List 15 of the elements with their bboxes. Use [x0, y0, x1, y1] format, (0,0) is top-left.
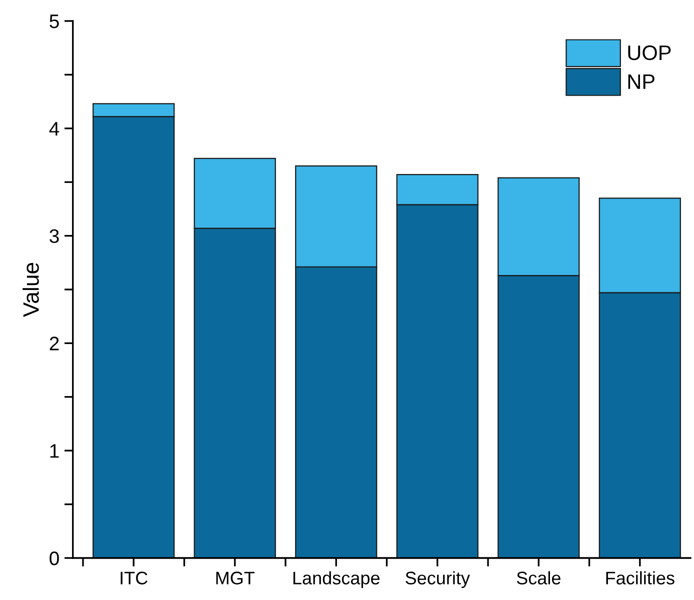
x-tick-label: Facilities: [606, 571, 674, 584]
x-tick-label: Security: [406, 571, 470, 588]
y-axis-title: Value: [22, 262, 39, 317]
y-tick-label: 5: [50, 14, 59, 28]
x-tick-label: Landscape: [293, 571, 380, 588]
y-tick-label: 4: [49, 122, 60, 136]
x-tick-label: ITC: [120, 572, 148, 584]
y-tick-label: 2: [50, 336, 59, 350]
legend-label: UOP: [628, 45, 671, 60]
x-tick-label: MGT: [216, 572, 255, 584]
y-tick-label: 3: [50, 229, 59, 244]
legend-label: NP: [628, 74, 654, 89]
y-tick-label: 0: [50, 551, 59, 566]
x-tick-label: Scale: [516, 571, 560, 584]
y-tick-label: 1: [50, 444, 59, 458]
